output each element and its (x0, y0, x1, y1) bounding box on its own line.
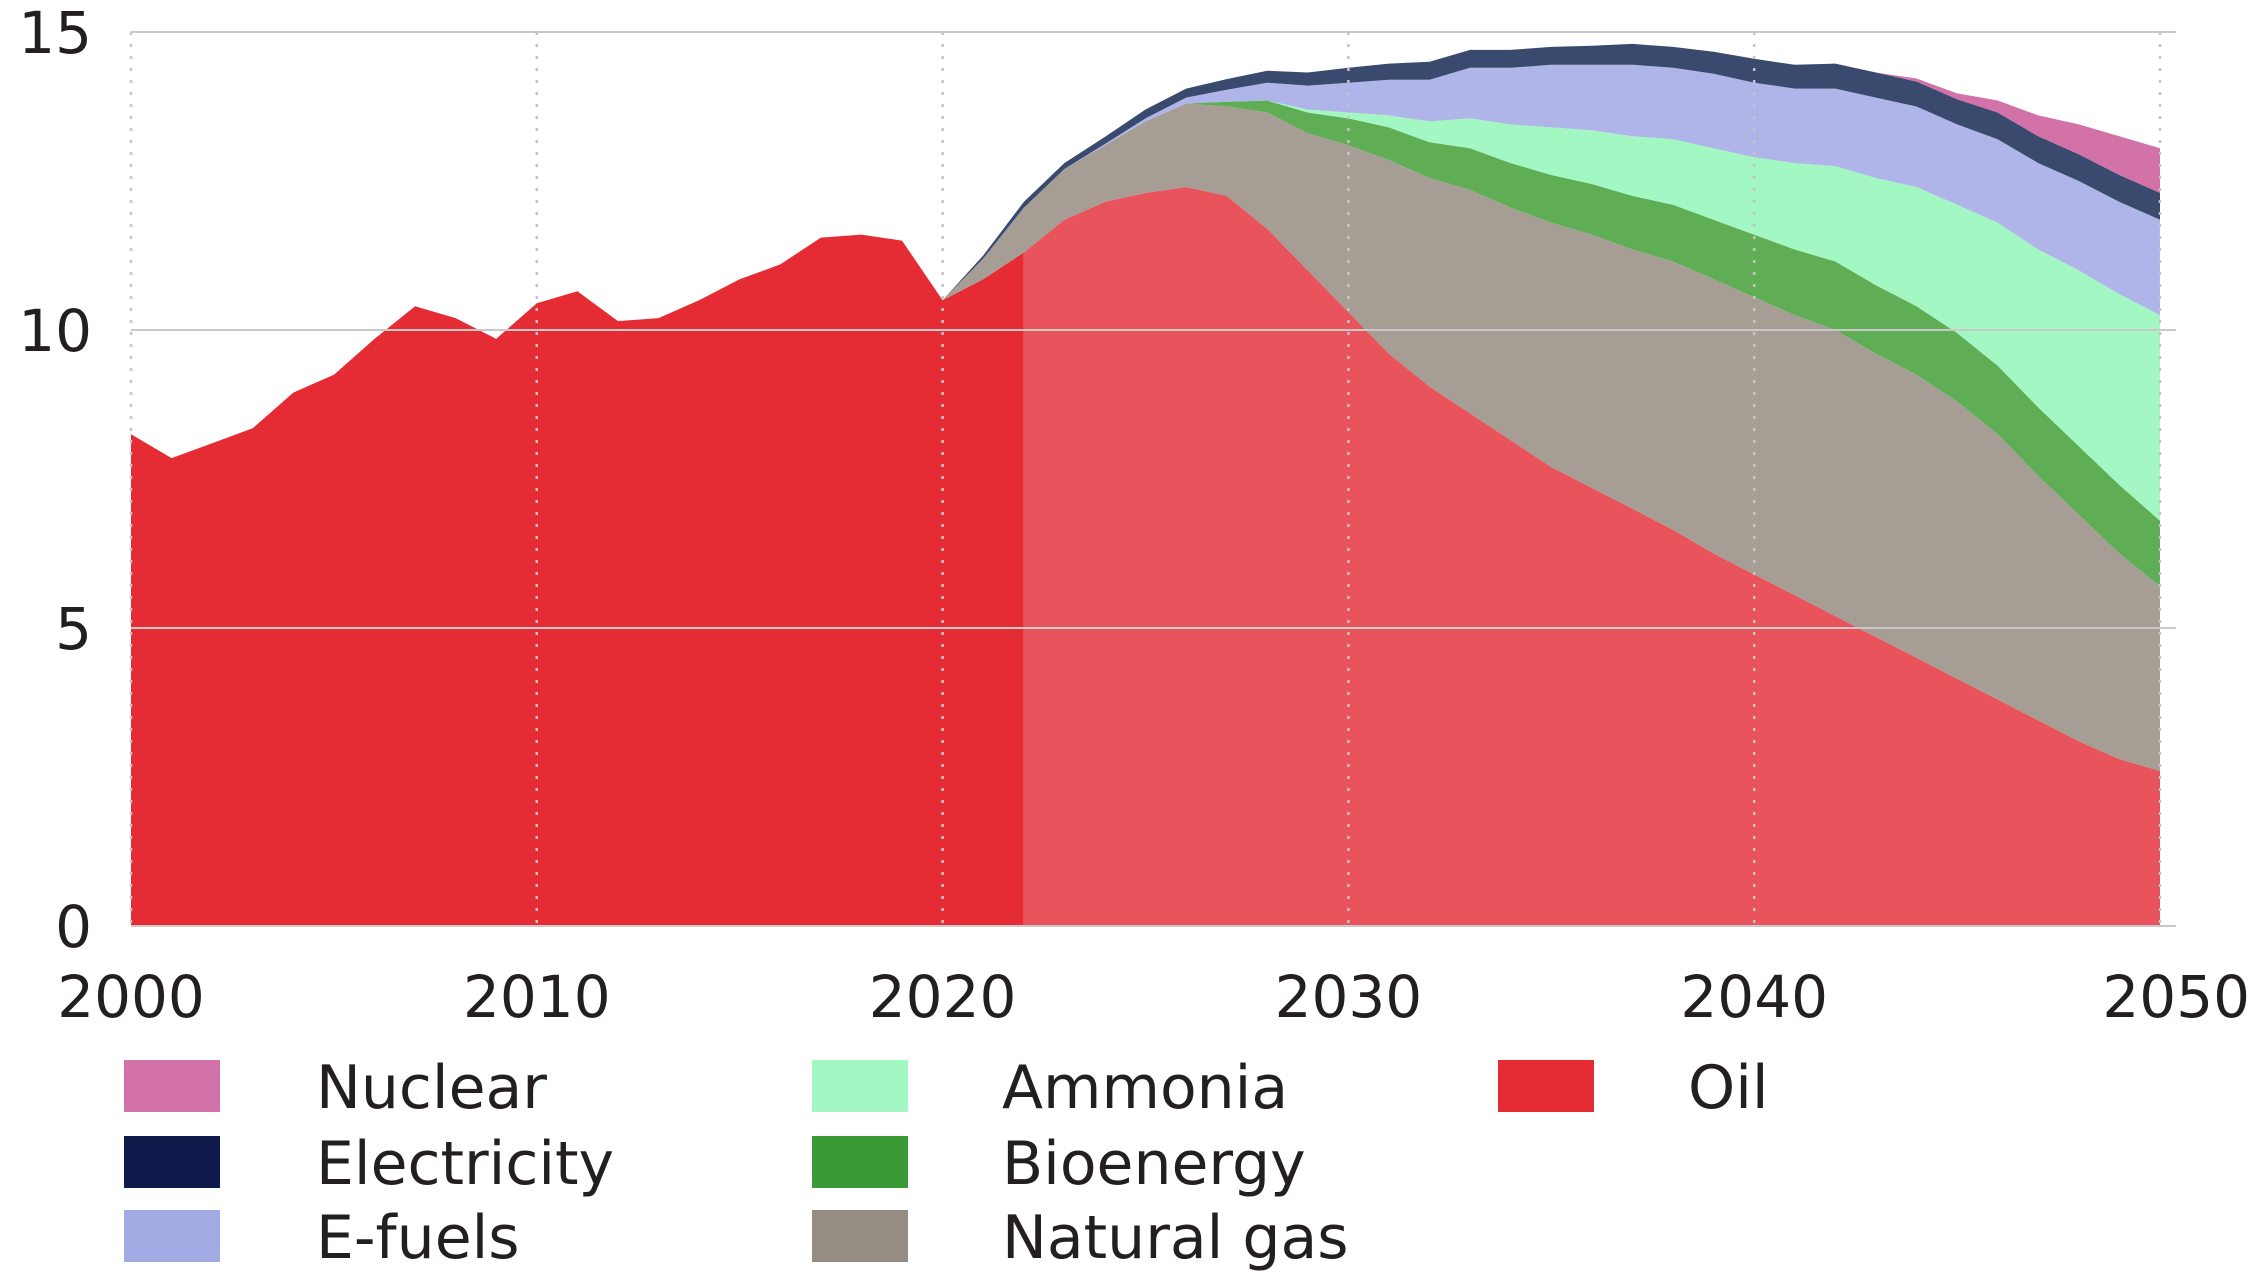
legend-swatch-ammonia (812, 1060, 908, 1112)
area-bioenergy (131, 100, 2160, 587)
legend-label-natural-gas: Natural gas (1002, 1203, 1349, 1273)
legend-item-nuclear[interactable]: Nuclear (124, 1053, 547, 1123)
area-natural-gas (131, 103, 2160, 771)
legend-item-ammonia[interactable]: Ammonia (812, 1053, 1288, 1123)
legend-swatch-electricity (124, 1136, 220, 1188)
x-tick-label-2000: 2000 (57, 963, 205, 1031)
legend-label-electricity: Electricity (316, 1129, 614, 1199)
grid-lines (129, 31, 2176, 927)
legend-label-nuclear: Nuclear (316, 1053, 547, 1123)
y-axis-ticks: 0 5 10 15 (18, 0, 92, 961)
y-tick-label-10: 10 (18, 297, 92, 365)
legend-item-electricity[interactable]: Electricity (124, 1129, 614, 1199)
legend: Nuclear Ammonia Oil Electricity Bioenerg… (124, 1053, 1769, 1273)
x-tick-label-2010: 2010 (463, 963, 611, 1031)
legend-item-e-fuels[interactable]: E-fuels (124, 1203, 520, 1273)
legend-label-oil: Oil (1688, 1053, 1769, 1123)
legend-item-natural-gas[interactable]: Natural gas (812, 1203, 1349, 1273)
y-tick-label-5: 5 (55, 595, 92, 663)
legend-label-ammonia: Ammonia (1002, 1053, 1288, 1123)
legend-item-oil[interactable]: Oil (1498, 1053, 1769, 1123)
y-tick-label-15: 15 (18, 0, 92, 67)
legend-label-bioenergy: Bioenergy (1002, 1129, 1306, 1199)
x-tick-label-2050: 2050 (2102, 963, 2250, 1031)
x-tick-label-2020: 2020 (869, 963, 1017, 1031)
x-tick-label-2040: 2040 (1680, 963, 1828, 1031)
legend-swatch-oil (1498, 1060, 1594, 1112)
legend-swatch-nuclear (124, 1060, 220, 1112)
y-tick-label-0: 0 (55, 893, 92, 961)
legend-swatch-natural-gas (812, 1210, 908, 1262)
area-oil-historical (131, 234, 1024, 927)
area-series-group (131, 43, 2160, 927)
x-axis-ticks: 2000 2010 2020 2030 2040 2050 (57, 963, 2250, 1031)
area-oil-projection (1023, 187, 2160, 926)
legend-label-e-fuels: E-fuels (316, 1203, 520, 1273)
legend-swatch-e-fuels (124, 1210, 220, 1262)
legend-swatch-bioenergy (812, 1136, 908, 1188)
x-tick-label-2030: 2030 (1275, 963, 1423, 1031)
legend-item-bioenergy[interactable]: Bioenergy (812, 1129, 1306, 1199)
